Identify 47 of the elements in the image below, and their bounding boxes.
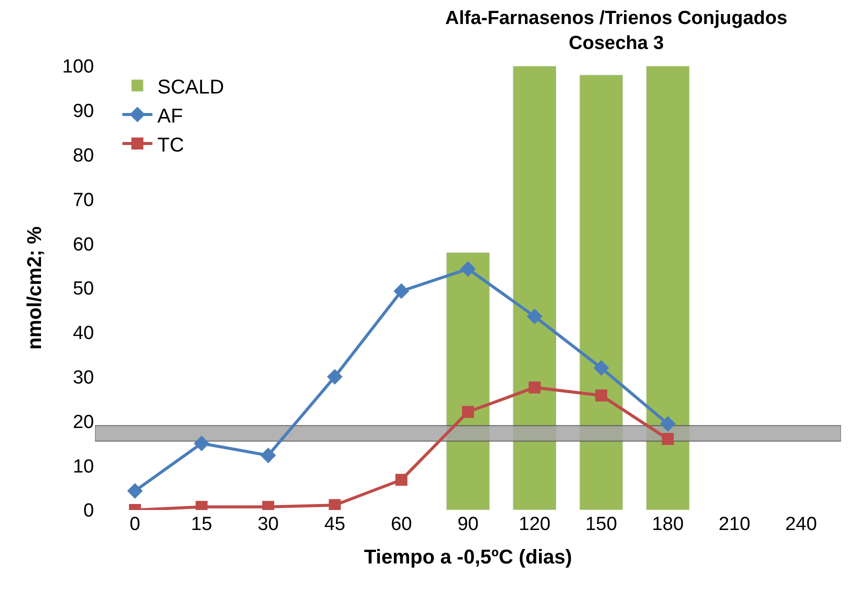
y-tick-label: 0	[83, 500, 94, 522]
x-tick-label: 150	[585, 514, 618, 535]
point	[462, 406, 474, 418]
x-tick-label: 0	[130, 514, 140, 535]
point	[595, 389, 608, 402]
point	[395, 474, 408, 486]
y-tick-label: 30	[72, 367, 94, 388]
x-tick-label: 210	[718, 514, 750, 535]
bar	[512, 66, 556, 510]
legend-label: AF	[157, 105, 183, 128]
y-tick-label: 40	[72, 323, 94, 344]
point	[194, 436, 210, 452]
y-tick-label: 90	[72, 101, 94, 122]
y-tick-label: 100	[62, 56, 94, 78]
y-tick-label: 80	[72, 145, 94, 166]
bar	[579, 74, 624, 510]
x-tick-label: 240	[785, 514, 817, 535]
bar	[646, 66, 690, 510]
bar	[446, 252, 490, 510]
point	[127, 483, 143, 499]
y-tick-label: 20	[72, 412, 94, 433]
x-tick-label: 90	[457, 514, 479, 535]
chart-title: Alfa-Farnasenos /Trienos Conjugados Cosecha 3	[445, 8, 788, 54]
y-tick-label: 70	[72, 190, 94, 211]
x-tick-label: 180	[652, 514, 684, 535]
x-tick-label: 120	[518, 514, 550, 535]
point	[528, 381, 541, 394]
point	[593, 360, 610, 376]
point	[526, 308, 542, 324]
x-tick-label: 15	[191, 514, 212, 535]
y-tick-label: 10	[72, 456, 94, 478]
point	[328, 499, 341, 510]
y-tick-label: 50	[72, 278, 94, 300]
legend-label: SCALD	[157, 76, 224, 98]
point	[662, 432, 674, 445]
legend-label: TC	[157, 134, 184, 156]
x-tick-label: 45	[324, 514, 346, 535]
point	[326, 369, 343, 385]
point	[260, 448, 276, 464]
y-tick-label: 60	[72, 234, 94, 256]
x-tick-label: 60	[390, 514, 412, 535]
x-axis-title: Tiempo a -0,5ºC (dias)	[364, 546, 572, 568]
point	[394, 283, 410, 299]
point	[660, 416, 676, 432]
x-tick-label: 30	[258, 514, 279, 535]
y-axis-title: nmol/cm2; %	[24, 226, 46, 350]
point	[460, 261, 476, 277]
